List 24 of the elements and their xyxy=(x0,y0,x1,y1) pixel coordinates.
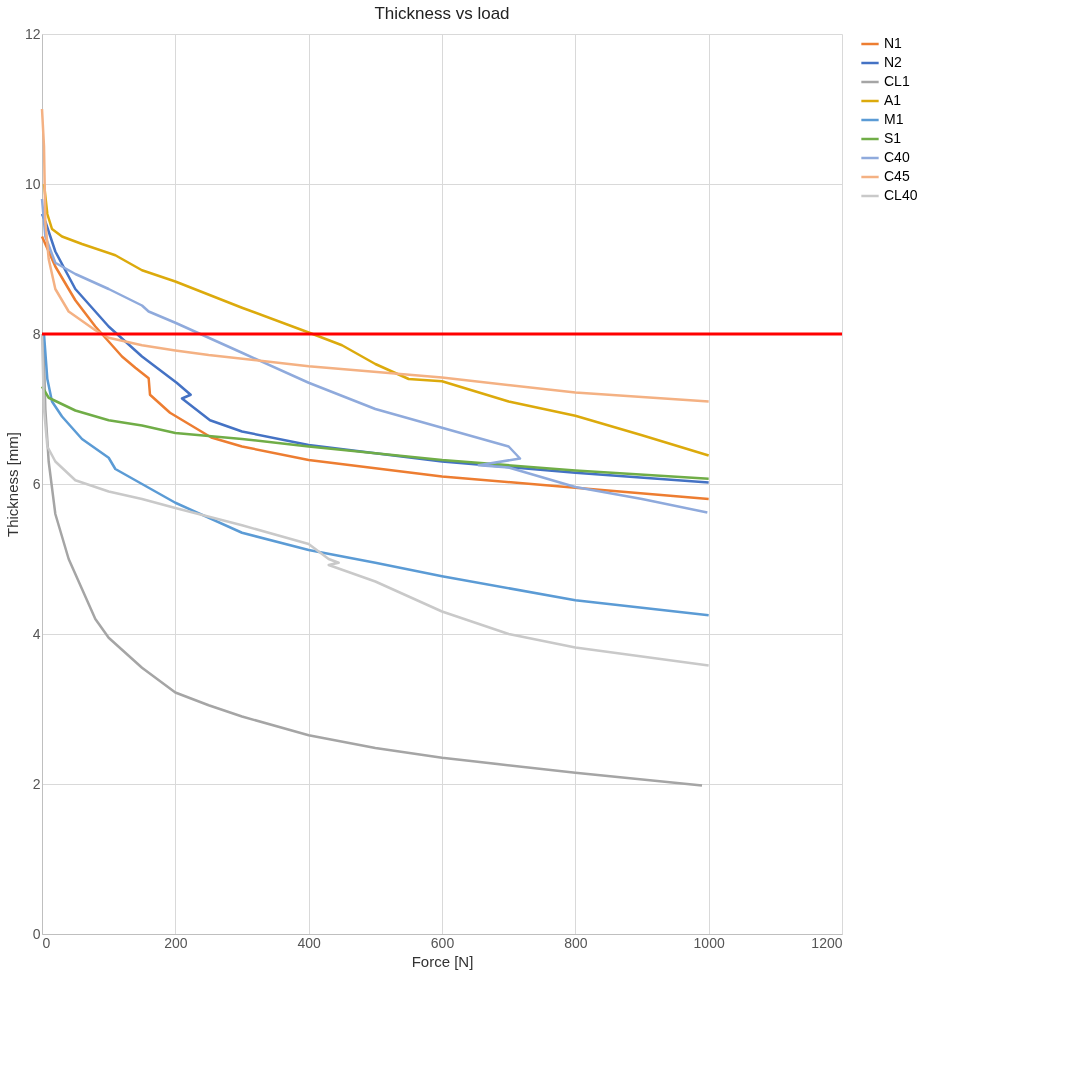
x-tick-label: 1200 xyxy=(811,934,843,951)
y-tick-label: 2 xyxy=(32,775,41,792)
x-tick-label: 200 xyxy=(164,934,188,951)
y-tick-label: 8 xyxy=(32,325,41,342)
y-tick-label: 12 xyxy=(24,25,41,42)
legend-label: S1 xyxy=(884,130,902,146)
legend-label: N1 xyxy=(884,35,903,51)
x-tick-label: 800 xyxy=(564,934,588,951)
y-tick-label: 6 xyxy=(32,475,41,492)
chart-title: Thickness vs load xyxy=(374,4,510,23)
legend-label: A1 xyxy=(884,92,902,108)
legend-label: N2 xyxy=(884,54,903,70)
x-axis-title: Force [N] xyxy=(411,952,474,970)
x-tick-label: 400 xyxy=(297,934,322,951)
y-tick-label: 10 xyxy=(24,175,41,192)
x-tick-label: 1000 xyxy=(693,934,725,951)
legend-label: M1 xyxy=(884,111,904,127)
legend-label: CL40 xyxy=(884,187,918,203)
legend-label: C45 xyxy=(884,168,910,184)
y-axis-title: Thickness [mm] xyxy=(3,431,21,538)
y-tick-label: 4 xyxy=(32,625,41,642)
legend-label: C40 xyxy=(884,149,910,165)
x-tick-label: 600 xyxy=(430,934,455,951)
legend-label: CL1 xyxy=(884,73,910,89)
